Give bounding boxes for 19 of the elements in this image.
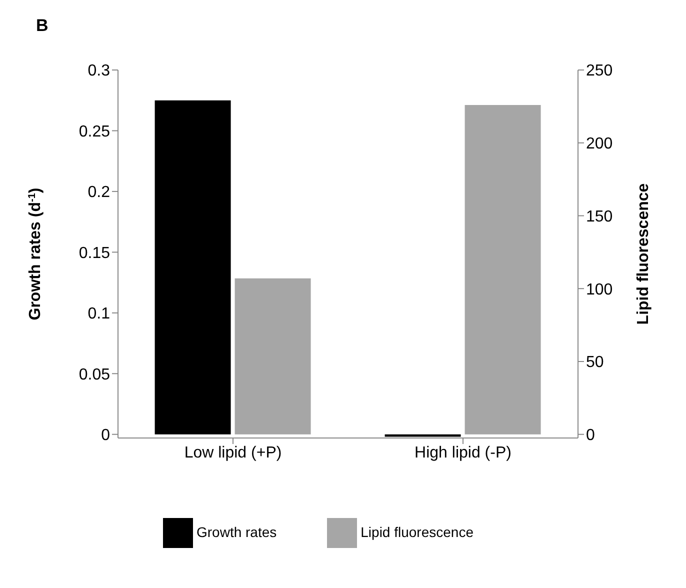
y2-tick-label: 150 [586, 208, 613, 226]
y2-tick-label: 250 [586, 62, 613, 80]
chart-title: B [36, 16, 48, 36]
y2-tick-label: 50 [586, 354, 604, 372]
y-tick-label: 0.3 [88, 62, 110, 80]
legend-label: Growth rates [196, 524, 277, 540]
y-tick-label: 0.2 [88, 184, 110, 202]
y-tick-label: 0.15 [78, 244, 110, 262]
legend-label: Lipid fluorescence [360, 524, 474, 540]
y2-tick-label: 100 [586, 281, 613, 298]
x-tick-label: Low lipid (+P) [184, 444, 282, 462]
y2-tick-label: 200 [586, 136, 613, 153]
y2-axis-title: Lipid fluorescence [635, 183, 652, 325]
y-tick-label: 0.25 [78, 123, 110, 140]
y-tick-label: 0.05 [78, 366, 110, 384]
y-tick-label: 0.1 [88, 306, 110, 323]
y2-tick-label: 0 [586, 427, 595, 444]
x-tick-label: High lipid (-P) [414, 444, 512, 462]
y-tick-label: 0 [101, 427, 110, 444]
